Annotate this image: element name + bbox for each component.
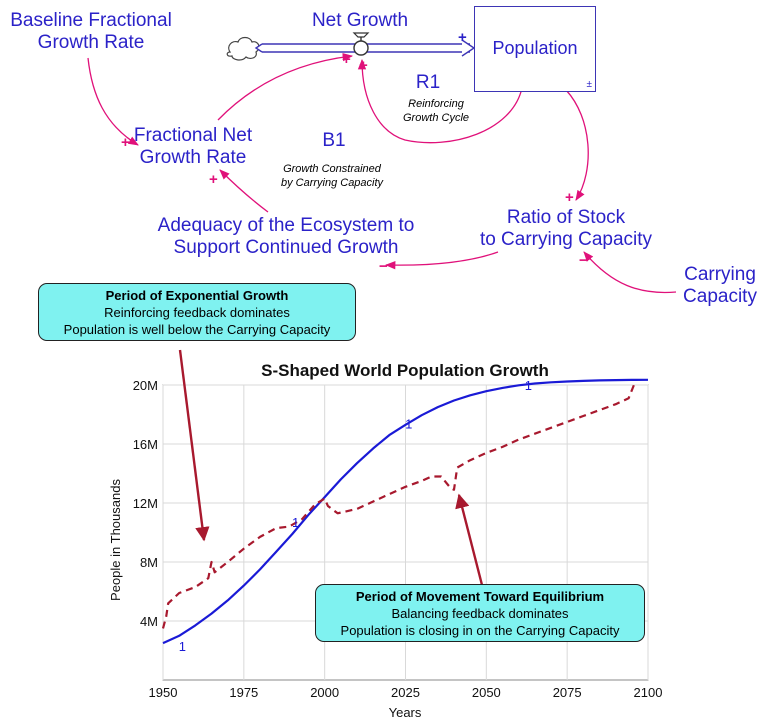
equilibrium-callout-arrow [455,493,484,586]
chart-annotations: 1 1 1 1 [179,378,532,654]
y-tick-label: 8M [140,555,158,570]
baseline-rate-label: Baseline Fractional Growth Rate [10,10,172,53]
link-population-to-ratio [565,89,589,201]
loop-b1-description: Growth Constrained by Carrying Capacity [280,163,384,189]
y-axis-label: People in Thousands [108,479,123,601]
equilibrium-callout-line2: Population is closing in on the Carrying… [340,623,620,638]
series-marker-label: 1 [179,639,186,654]
polarity-fractional-link: + [342,51,351,68]
exponential-callout-title: Period of Exponential Growth [105,288,289,303]
y-tick-label: 16M [133,437,158,452]
y-tick-label: 4M [140,614,158,629]
ratio-label: Ratio of Stock to Carrying Capacity [479,207,653,250]
series-line-1 [162,378,649,645]
polarity-adequacy-in: − [379,258,388,275]
valve-icon [352,32,370,56]
x-tick-label: 2025 [391,685,420,700]
exponential-callout: Period of Exponential Growth Reinforcing… [38,283,356,341]
chart-title: S-Shaped World Population Growth [261,361,549,380]
stock-sign: ± [586,79,593,90]
cloud-source-icon [226,36,260,61]
equilibrium-callout: Period of Movement Toward Equilibrium Ba… [315,584,645,642]
polarity-fractional-in: + [209,171,218,188]
link-ratio-to-adequacy [384,251,499,270]
series-marker-label: 1 [405,416,412,431]
x-tick-label: 2075 [553,685,582,700]
x-tick-label: 1975 [229,685,258,700]
carrying-capacity-label: Carrying Capacity [683,264,757,307]
equilibrium-callout-line1: Balancing feedback dominates [391,606,569,621]
exponential-callout-line2: Population is well below the Carrying Ca… [63,322,331,337]
x-tick-label: 2000 [310,685,339,700]
x-tick-label: 2050 [472,685,501,700]
population-label: Population [492,38,578,58]
chart-series [161,378,649,645]
exponential-callout-line1: Reinforcing feedback dominates [104,305,290,320]
polarity-population-link: + [359,57,368,74]
y-tick-label: 12M [133,496,158,511]
fractional-rate-label: Fractional Net Growth Rate [133,125,253,168]
population-stock: ± [474,6,596,92]
equilibrium-callout-title: Period of Movement Toward Equilibrium [355,589,605,604]
x-tick-label: 1950 [149,685,178,700]
series-marker-label: 1 [525,378,532,393]
polarity-carrying-link: − [579,252,588,269]
polarity-baseline-link: + [121,134,130,151]
link-baseline-to-fractional [87,57,139,146]
adequacy-label: Adequacy of the Ecosystem to Support Con… [157,215,415,258]
chart: 1950 1975 2000 2025 2050 2075 2100 4M 8M 12M 16M 20… [108,361,662,720]
x-tick-label: 2100 [634,685,663,700]
chart-axes: 1950 1975 2000 2025 2050 2075 2100 4M 8M 12M 16M 20… [133,378,663,700]
loop-b1-label: B1 [322,130,346,151]
polarity-flow-in: + [458,29,467,46]
link-fractional-to-valve [217,52,354,121]
exponential-callout-arrow [178,349,210,542]
series-line-2 [161,381,637,629]
series-marker-label: 1 [292,515,299,530]
link-adequacy-to-fractional [219,169,269,213]
link-carrying-to-ratio [583,251,677,294]
loop-r1-label: R1 [415,72,441,93]
net-growth-label: Net Growth [311,10,409,31]
link-population-to-valve [357,58,523,144]
y-tick-label: 20M [133,378,158,393]
loop-r1-description: Reinforcing Growth Cycle [402,98,470,124]
polarity-ratio-in: + [565,189,574,206]
x-axis-label: Years [389,705,422,720]
